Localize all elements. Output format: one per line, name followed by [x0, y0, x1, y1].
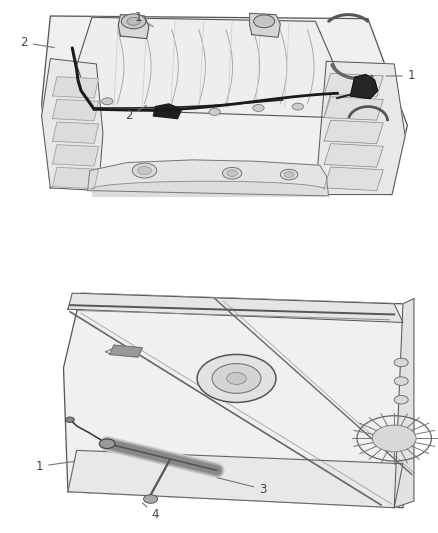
Polygon shape: [110, 345, 142, 357]
Circle shape: [209, 109, 220, 116]
Polygon shape: [68, 293, 403, 322]
Circle shape: [394, 358, 408, 367]
Circle shape: [284, 172, 294, 177]
Text: 2: 2: [125, 106, 147, 123]
Circle shape: [144, 495, 158, 503]
Polygon shape: [324, 167, 383, 191]
Circle shape: [66, 417, 74, 422]
Circle shape: [223, 167, 242, 179]
Circle shape: [197, 354, 276, 402]
Polygon shape: [64, 293, 414, 507]
Polygon shape: [118, 15, 149, 39]
Text: 1: 1: [35, 460, 74, 473]
Polygon shape: [53, 167, 99, 189]
Circle shape: [138, 166, 151, 175]
Circle shape: [292, 103, 304, 110]
Circle shape: [254, 15, 275, 28]
Polygon shape: [53, 122, 99, 143]
Circle shape: [280, 169, 298, 180]
Polygon shape: [324, 74, 383, 97]
Circle shape: [102, 98, 113, 104]
Polygon shape: [324, 120, 383, 144]
Text: 3: 3: [217, 478, 266, 496]
Circle shape: [127, 17, 140, 25]
Circle shape: [227, 373, 246, 384]
Circle shape: [132, 163, 157, 178]
Circle shape: [394, 377, 408, 385]
Circle shape: [99, 439, 115, 448]
Text: 1: 1: [386, 69, 416, 83]
Circle shape: [227, 170, 237, 176]
Polygon shape: [42, 59, 103, 191]
Polygon shape: [42, 16, 407, 195]
Circle shape: [372, 425, 416, 452]
Polygon shape: [53, 100, 99, 121]
Text: 1: 1: [134, 11, 153, 27]
Text: 2: 2: [20, 36, 54, 49]
Polygon shape: [324, 97, 383, 120]
Polygon shape: [88, 160, 328, 196]
Polygon shape: [68, 450, 403, 507]
Polygon shape: [53, 144, 99, 166]
Text: 4: 4: [142, 503, 159, 521]
Polygon shape: [324, 144, 383, 167]
Circle shape: [121, 14, 146, 29]
Polygon shape: [350, 75, 378, 99]
Circle shape: [394, 395, 408, 404]
Polygon shape: [315, 61, 405, 195]
Polygon shape: [394, 298, 414, 507]
Polygon shape: [77, 17, 337, 117]
Polygon shape: [153, 104, 182, 118]
Circle shape: [212, 364, 261, 393]
Circle shape: [253, 104, 264, 111]
Polygon shape: [250, 13, 280, 37]
Polygon shape: [53, 77, 99, 98]
